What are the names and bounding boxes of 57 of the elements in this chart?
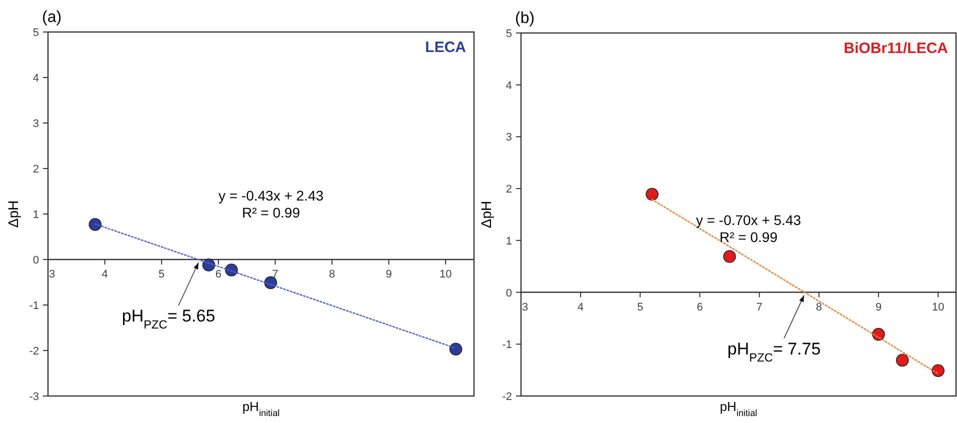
y-tick-label: -3 bbox=[29, 391, 39, 403]
y-tick-label: 0 bbox=[506, 287, 512, 300]
point bbox=[449, 342, 462, 356]
point bbox=[264, 276, 278, 290]
x-tick-label: 9 bbox=[386, 268, 392, 280]
y-tick-label: 0 bbox=[32, 254, 39, 266]
x-tick-label: 10 bbox=[439, 268, 452, 280]
point bbox=[896, 354, 909, 367]
x-tick-label: 8 bbox=[328, 268, 336, 280]
y-tick-label: -2 bbox=[502, 391, 512, 403]
text: LECA bbox=[425, 39, 466, 56]
x-tick-label: 10 bbox=[932, 301, 944, 314]
y-tick-label: 3 bbox=[32, 118, 39, 130]
chart-title: (b) bbox=[515, 10, 535, 27]
y-tick-label: 1 bbox=[32, 209, 39, 221]
annotation: pH$_{PZC}$= 7.75 bbox=[727, 339, 821, 364]
x-tick-label: 5 bbox=[158, 268, 165, 280]
y-tick-label: 4 bbox=[32, 72, 39, 84]
y-tick-label: 2 bbox=[32, 164, 39, 176]
annotation: R² = 0.99 bbox=[720, 228, 778, 245]
annotation: y = -0.43x + 2.43 bbox=[218, 187, 324, 204]
annotation: y = -0.70x + 5.43 bbox=[696, 212, 802, 228]
x-tick-label: 3 bbox=[522, 301, 528, 314]
point bbox=[723, 250, 736, 263]
y-tick-label: -1 bbox=[502, 339, 512, 352]
x-tick-label: 4 bbox=[102, 268, 108, 280]
point bbox=[872, 328, 885, 341]
x-tick-label: 4 bbox=[578, 301, 584, 314]
point bbox=[646, 188, 658, 201]
x-tick-label: 7 bbox=[272, 268, 278, 280]
y-tick-label: -2 bbox=[29, 346, 39, 358]
y-axis-title: ΔpH bbox=[478, 200, 494, 228]
y-tick-label: 4 bbox=[506, 80, 512, 92]
x-axis-title: pH$_{initial}$ bbox=[720, 399, 758, 418]
x-axis-title: pH$_{initial}$ bbox=[242, 399, 280, 418]
x-tick-label: 6 bbox=[696, 301, 703, 314]
y-tick-label: -1 bbox=[29, 300, 39, 312]
annotation: pH$_{PZC}$= 5.65 bbox=[122, 306, 216, 332]
x-tick-label: 9 bbox=[875, 301, 882, 314]
x-tick-label: 7 bbox=[756, 301, 762, 314]
chart-title: (a) bbox=[42, 9, 62, 26]
x-tick-label: 3 bbox=[48, 268, 56, 280]
text: BiOBr11/LECA bbox=[844, 40, 948, 57]
point bbox=[88, 218, 102, 231]
x-tick-label: 5 bbox=[637, 301, 644, 314]
annotation: R² = 0.99 bbox=[242, 204, 300, 220]
point bbox=[932, 364, 945, 377]
point bbox=[202, 258, 216, 272]
y-tick-label: 3 bbox=[506, 132, 512, 144]
x-tick-label: 6 bbox=[215, 268, 222, 280]
y-tick-label: 5 bbox=[506, 28, 512, 40]
y-tick-label: 2 bbox=[506, 184, 512, 196]
y-axis-title: ΔpH bbox=[5, 200, 21, 228]
point bbox=[225, 264, 238, 276]
y-tick-label: 5 bbox=[32, 27, 39, 39]
y-tick-label: 1 bbox=[506, 235, 512, 248]
x-tick-label: 8 bbox=[816, 301, 822, 314]
